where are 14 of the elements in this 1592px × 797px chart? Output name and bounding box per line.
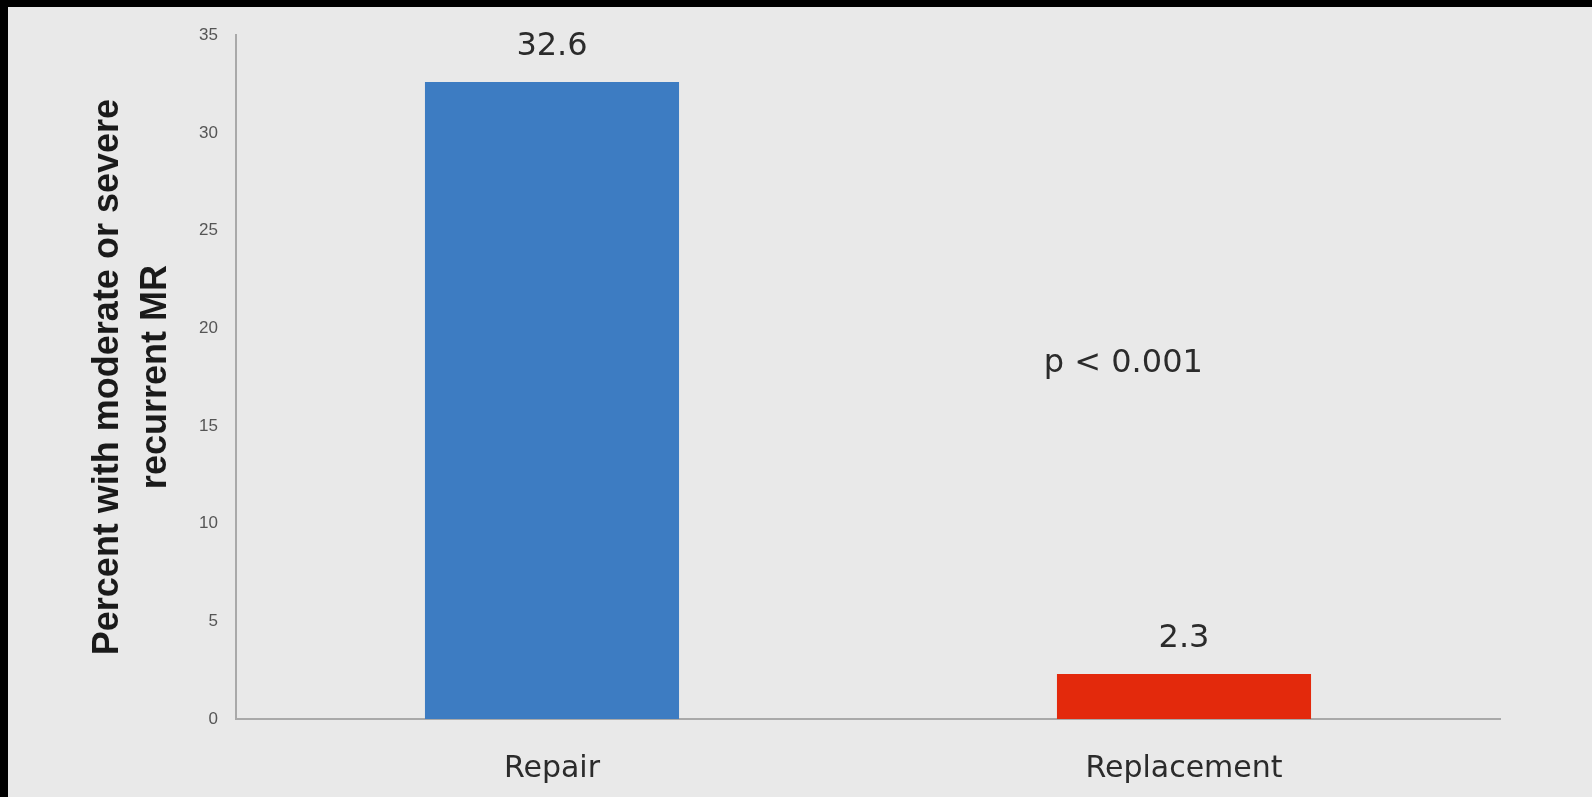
y-tick-label: 0 (208, 708, 218, 728)
y-tick-label: 35 (199, 24, 218, 44)
y-tick-label: 5 (208, 611, 218, 630)
data-label: 32.6 (516, 25, 588, 64)
y-tick-label: 15 (199, 415, 218, 435)
y-tick-label: 10 (199, 513, 218, 533)
x-tick-label: Repair (503, 748, 601, 784)
y-tick-label: 30 (199, 122, 218, 142)
y-tick-label: 20 (199, 317, 218, 337)
annotation: p < 0.001 (1043, 342, 1203, 381)
data-label: 2.3 (1158, 617, 1210, 656)
x-tick-label: Replacement (1085, 748, 1283, 784)
y-axis-title: Percent with moderate or severe recurrent MR (84, 98, 174, 656)
y-tick-label: 25 (199, 220, 218, 240)
